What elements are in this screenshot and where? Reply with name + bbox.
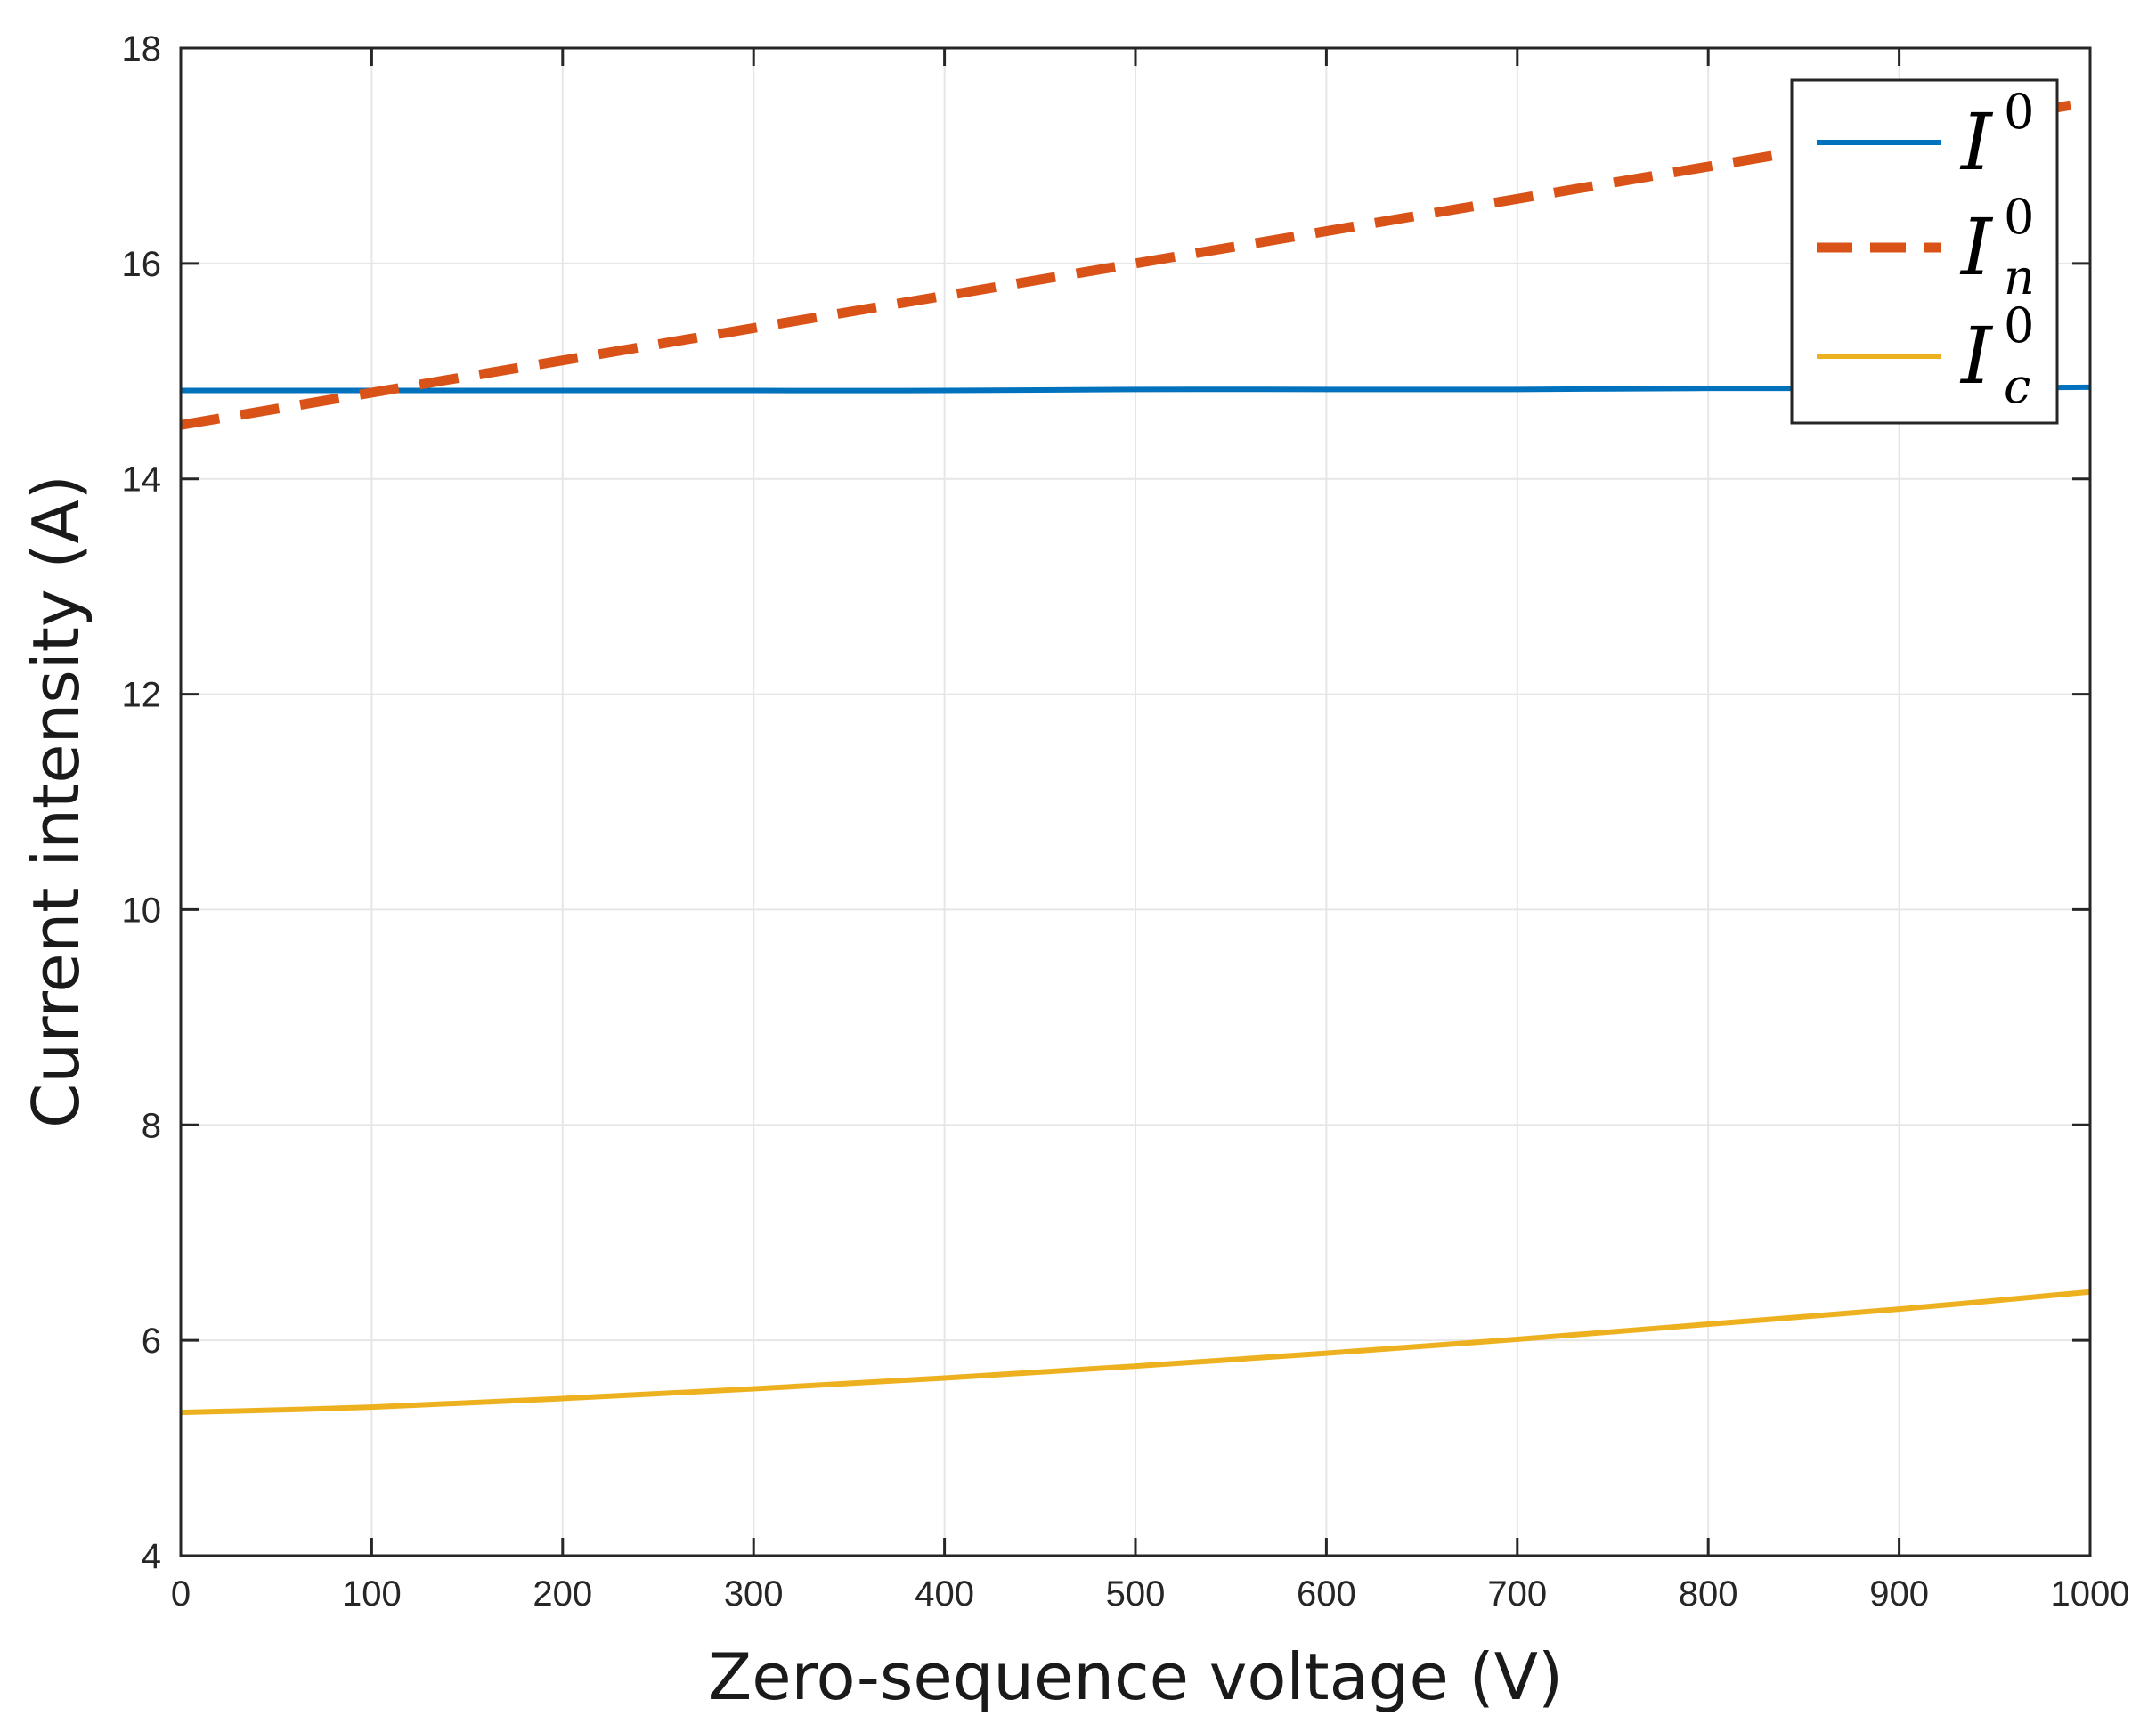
y-tick-label: 18: [122, 29, 162, 69]
x-tick-label: 1000: [2051, 1574, 2130, 1614]
x-tick-label: 700: [1487, 1574, 1547, 1614]
x-tick-label: 500: [1106, 1574, 1166, 1614]
legend-label-subscript: c: [2004, 358, 2030, 414]
x-tick-label: 600: [1297, 1574, 1356, 1614]
y-tick-label: 14: [122, 460, 162, 500]
x-tick-label: 100: [342, 1574, 402, 1614]
x-axis-title: Zero-sequence voltage (V): [708, 1639, 1563, 1714]
series-line-1: [180, 97, 2091, 430]
series-line-0: [181, 384, 2091, 394]
legend-label-subscript: n: [2004, 249, 2035, 305]
x-tick-label: 900: [1869, 1574, 1929, 1614]
y-tick-label: 4: [142, 1537, 161, 1576]
x-tick-label: 0: [171, 1574, 191, 1614]
legend-label-symbol: I: [1959, 310, 1994, 402]
legend-label-superscript: 0: [2004, 297, 2034, 354]
legend: I 0I 0nI 0c: [1790, 78, 2059, 425]
y-tick-label: 8: [142, 1106, 161, 1145]
axis-ticks: [179, 46, 2092, 1557]
series-line-2: [180, 1289, 2091, 1416]
x-tick-label: 400: [915, 1574, 974, 1614]
y-tick-label: 16: [122, 245, 162, 284]
legend-label-symbol: I: [1959, 201, 1994, 293]
legend-label-symbol: I: [1959, 96, 1994, 188]
y-axis-title: Current intensity (A): [19, 475, 94, 1128]
x-tick-label: 300: [724, 1574, 784, 1614]
legend-label-superscript: 0: [2004, 84, 2034, 140]
tick-labels: 0 100 200 300 400 500 600 700 800 900 1000 4 6 8 10 12 1…: [122, 29, 2130, 1614]
y-tick-label: 6: [142, 1321, 161, 1361]
series-lines: [180, 97, 2091, 1416]
x-tick-label: 200: [533, 1574, 592, 1614]
y-tick-label: 10: [122, 890, 162, 930]
x-tick-label: 800: [1679, 1574, 1738, 1614]
y-tick-label: 12: [122, 676, 162, 715]
legend-label-superscript: 0: [2004, 189, 2034, 245]
